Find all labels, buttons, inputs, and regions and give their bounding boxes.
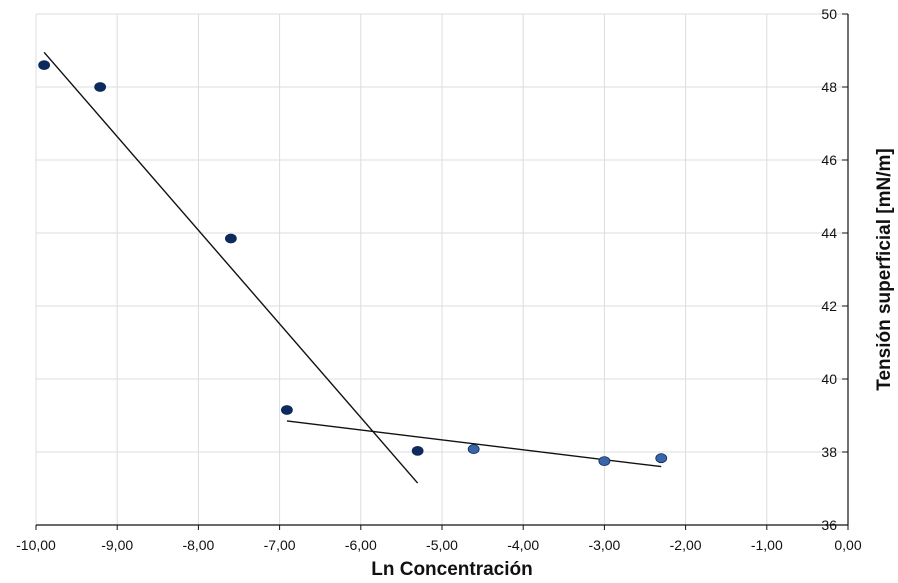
x-tick-label: -3,00 [588,537,620,553]
data-points [38,60,668,467]
x-tick-label: -10,00 [16,537,56,553]
data-point [224,233,237,244]
y-tick-label: 50 [821,6,837,22]
grid [35,13,849,526]
data-point [467,444,480,454]
x-tick-label: -6,00 [345,537,377,553]
data-point [598,456,611,467]
x-axis-title: Ln Concentración [371,559,533,580]
x-tick-label: -7,00 [264,537,296,553]
x-tick-label: -2,00 [670,537,702,553]
y-tick-label: 48 [821,79,837,95]
y-axis-title: Tensión superficial [mN/m] [874,148,895,390]
trendline [286,420,662,468]
y-axis-ticks: 36 38 40 42 44 46 48 50 [821,6,848,533]
data-point [281,405,293,415]
x-tick-label: -5,00 [426,537,458,553]
x-tick-label: 0,00 [834,537,861,553]
y-tick-label: 40 [821,371,837,387]
data-point [38,60,51,70]
trendline [43,51,419,484]
x-axis-ticks: -10,00 -9,00 -8,00 -7,00 -6,00 -5,00 -4,00 -3,0… [16,525,862,553]
y-tick-label: 44 [821,225,837,241]
x-tick-label: -8,00 [182,537,214,553]
x-tick-label: -4,00 [507,537,539,553]
data-point [411,446,424,456]
data-point [655,453,668,464]
y-tick-label: 36 [821,517,837,533]
y-tick-label: 46 [821,152,837,168]
x-tick-label: -9,00 [101,537,133,553]
y-tick-label: 38 [821,444,837,460]
y-tick-label: 42 [821,298,837,314]
trendlines [43,51,662,484]
x-tick-label: -1,00 [751,537,783,553]
data-point [94,82,107,92]
